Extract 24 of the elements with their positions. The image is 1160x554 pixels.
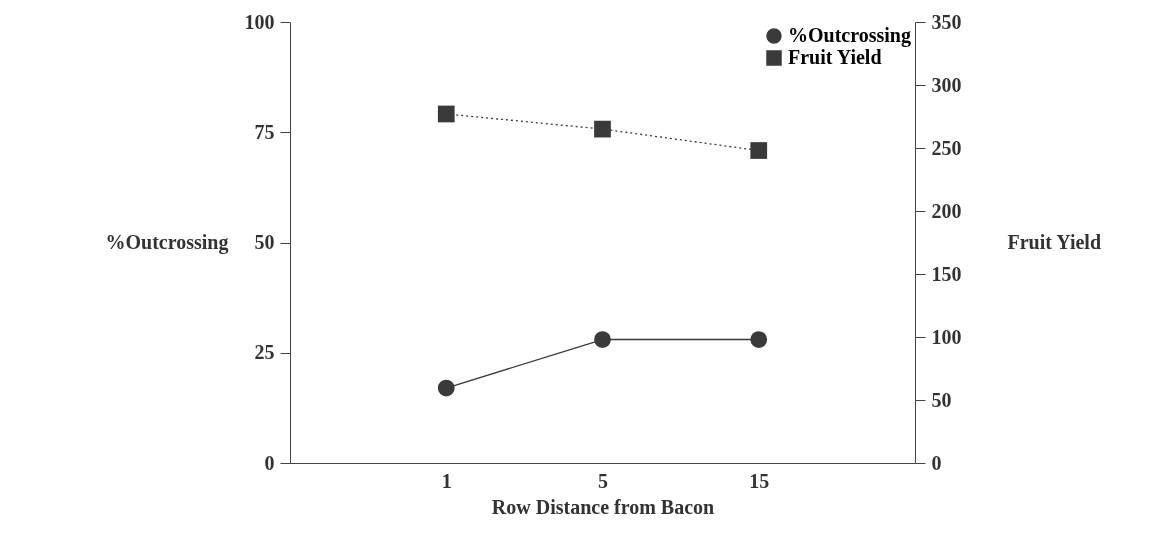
y-tick-label: 50	[254, 231, 275, 253]
y2-tick-label: 350	[931, 10, 962, 33]
y2-axis-title: Fruit Yield	[1007, 230, 1102, 253]
y-tick-label: 0	[264, 451, 275, 474]
y2-tick-label: 0	[931, 451, 942, 474]
x-tick-label: 5	[598, 469, 608, 492]
point	[594, 120, 611, 138]
x-tick-label: 15	[749, 469, 770, 492]
y2-tick-label: 250	[931, 136, 962, 159]
y2-tick-label: 200	[931, 199, 962, 222]
legend-label: %Outcrossing	[788, 24, 911, 47]
y-tick-label: 25	[254, 341, 275, 364]
y2-tick-label: 50	[931, 388, 952, 411]
y-axis-title: %Outcrossing	[105, 230, 229, 254]
x-tick-label: 1	[441, 469, 452, 492]
point	[437, 105, 455, 123]
y2-tick-label: 300	[931, 73, 962, 96]
point	[750, 142, 768, 159]
y2-tick-label: 150	[931, 262, 962, 285]
y-tick-label: 100	[244, 10, 275, 33]
y-tick-label: 75	[254, 120, 275, 143]
legend-label: Fruit Yield	[788, 46, 882, 68]
x-axis-title: Row Distance from Bacon	[491, 495, 715, 518]
y2-tick-label: 100	[931, 325, 962, 348]
